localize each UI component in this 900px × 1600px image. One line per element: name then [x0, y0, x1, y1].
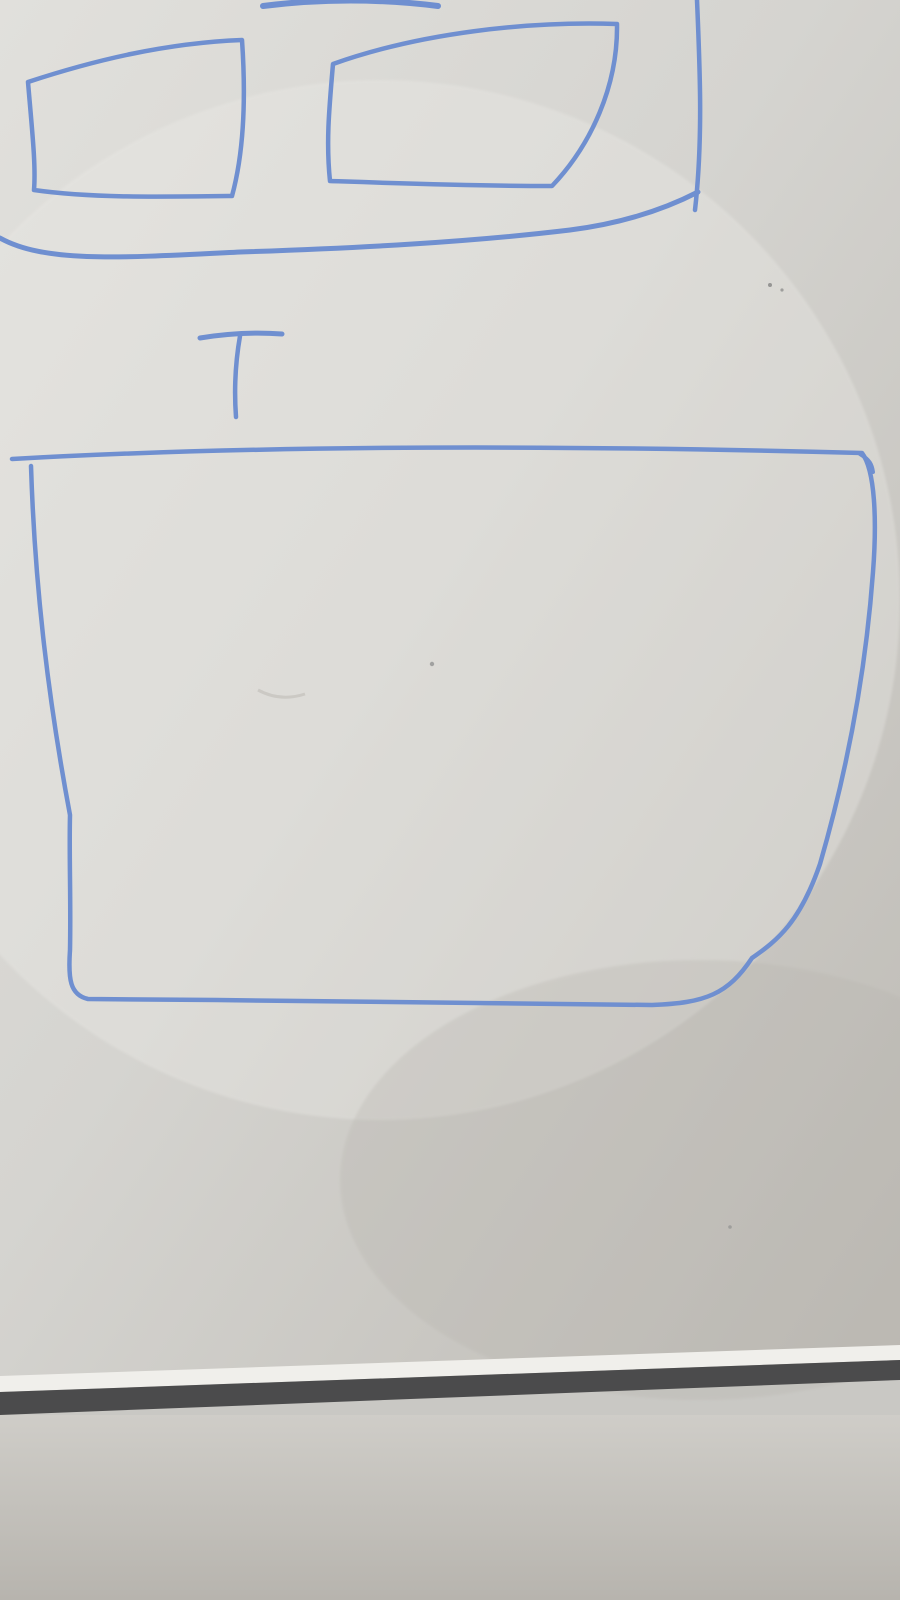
- content-box-top-corner-right: [858, 452, 875, 474]
- wall-below-board: [0, 1415, 900, 1600]
- dialog-outline-bottom: [0, 189, 701, 260]
- board-dot: [768, 283, 772, 287]
- cancel-button-outline: [25, 37, 247, 199]
- board-tray: [0, 1360, 900, 1415]
- trainer-title-stroke: [232, 333, 243, 420]
- dialog-outline-right: [692, 0, 703, 213]
- board-light-reflection: [0, 80, 900, 1120]
- sketch-layer: [0, 0, 878, 1008]
- trainer-title-stroke: [197, 330, 285, 341]
- board-dot: [780, 288, 784, 292]
- board-smudge: [257, 688, 306, 699]
- board-dot: [728, 1225, 732, 1229]
- board-bottom-edge: [0, 1345, 900, 1392]
- board-shadow-lower: [340, 960, 900, 1400]
- register-button-outline: [325, 21, 620, 189]
- content-box-outline: [9, 445, 878, 1008]
- board-dot: [429, 661, 435, 667]
- dialog-outline-top: [260, 0, 441, 9]
